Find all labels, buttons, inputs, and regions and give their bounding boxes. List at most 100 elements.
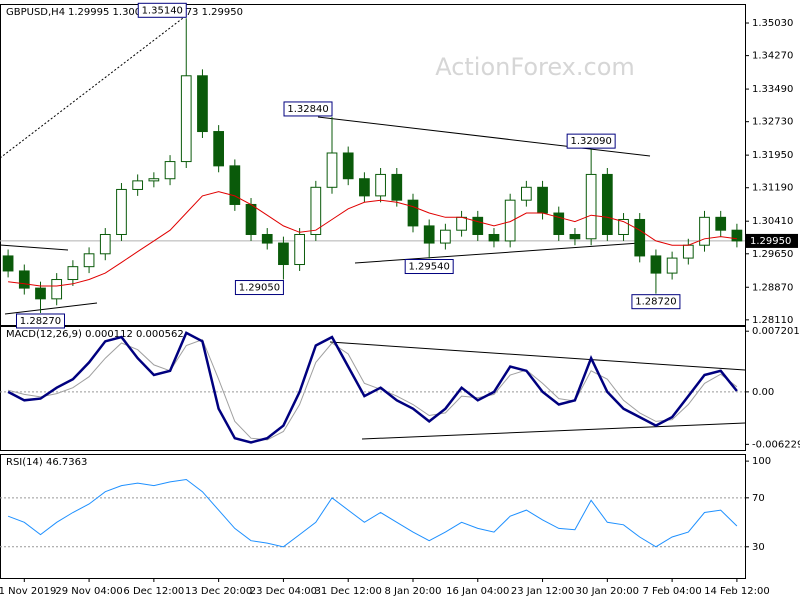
indicator-line <box>7 478 738 548</box>
x-tick-label: 23 Dec 04:00 <box>250 586 317 597</box>
trend-line <box>329 341 746 371</box>
trend-line <box>361 422 746 440</box>
annotation-box <box>15 313 65 329</box>
y-tick-label: 1.30410 <box>752 216 793 227</box>
candle-body <box>278 242 289 266</box>
candle-body <box>180 75 192 163</box>
trend-line <box>317 116 651 157</box>
x-tick-label: 7 Feb 04:00 <box>642 586 701 597</box>
candle-body <box>456 216 467 231</box>
candle-body <box>504 199 516 242</box>
annotation-box <box>631 294 681 310</box>
candle-body <box>245 203 257 235</box>
candle-body <box>99 233 111 255</box>
last-price-box <box>746 233 798 248</box>
candle-body <box>650 255 662 274</box>
y-tick-label: 1.31190 <box>752 183 793 194</box>
rsi-title: RSI(14) 46.7363 <box>6 457 87 468</box>
candle-body <box>359 178 370 197</box>
trend-line <box>4 302 98 315</box>
candle-body <box>585 173 597 240</box>
indicator-line <box>8 191 737 287</box>
annotation-box <box>283 101 333 117</box>
candle-body <box>618 218 629 235</box>
trend-line <box>0 244 69 251</box>
chart-title: GBPUSD,H4 <box>6 7 65 18</box>
candle-body <box>229 165 241 205</box>
candle-body <box>521 186 532 201</box>
rsi-frame <box>0 454 746 579</box>
candle-body <box>310 186 322 235</box>
annotation: 1.35140 <box>142 5 183 16</box>
macd-frame <box>0 326 746 451</box>
annotation: 1.28720 <box>635 297 676 308</box>
x-tick-label: 8 Jan 20:00 <box>385 586 442 597</box>
candle-body <box>666 257 678 274</box>
candle-body <box>213 131 224 167</box>
annotation: 1.32840 <box>287 104 328 115</box>
candle-body <box>35 287 46 300</box>
y-tick-label: 1.28110 <box>752 315 793 326</box>
candle-body <box>407 199 419 227</box>
last-price-label: 1.29950 <box>750 236 791 247</box>
candle-body <box>569 233 581 240</box>
annotation-box <box>234 280 284 296</box>
watermark: ActionForex.com <box>435 53 635 81</box>
x-tick-label: 31 Dec 12:00 <box>315 586 382 597</box>
candle-body <box>342 152 354 180</box>
candle-body <box>67 266 79 281</box>
trend-line <box>354 242 641 264</box>
candle-body <box>326 152 338 188</box>
candle-body <box>731 229 743 242</box>
macd-title: MACD(12,26,9) 0.000112 0.000562 <box>6 329 184 340</box>
annotation-box <box>566 133 616 149</box>
candle-body <box>440 229 451 244</box>
candle-body <box>83 253 95 268</box>
candle-body <box>553 212 565 235</box>
candle-body <box>132 180 144 190</box>
x-tick-label: 6 Dec 12:00 <box>123 586 184 597</box>
y-tick-label: 0.00 <box>752 387 774 398</box>
candle-body <box>2 255 14 272</box>
y-tick-label: -0.006229 <box>752 439 800 450</box>
x-tick-label: 30 Jan 20:00 <box>576 586 639 597</box>
candle-body <box>682 244 694 259</box>
candle-body <box>423 225 435 244</box>
y-tick-label: 1.35030 <box>752 18 793 29</box>
annotation: 1.29540 <box>409 262 450 273</box>
x-tick-label: 21 Nov 2019 <box>0 586 56 597</box>
candle-body <box>375 173 386 197</box>
trend-line <box>0 17 184 159</box>
indicator-line <box>7 331 738 444</box>
candle-body <box>601 173 613 235</box>
x-tick-label: 14 Feb 12:00 <box>704 586 770 597</box>
candle-body <box>148 178 160 182</box>
candle-body <box>391 173 403 201</box>
candle-body <box>51 279 63 300</box>
candle-body <box>294 233 305 266</box>
y-tick-label: 1.31950 <box>752 150 793 161</box>
annotation: 1.32090 <box>570 136 611 147</box>
candle-body <box>116 188 127 235</box>
x-tick-label: 23 Jan 12:00 <box>511 586 574 597</box>
annotation-box <box>137 2 187 18</box>
candle-body <box>715 216 727 231</box>
candle-body <box>164 161 176 180</box>
candle-body <box>634 218 646 257</box>
y-tick-label: 70 <box>752 493 765 504</box>
candle-body <box>472 216 484 235</box>
y-tick-label: 1.28870 <box>752 282 793 293</box>
y-tick-label: 1.33490 <box>752 84 793 95</box>
y-tick-label: 100 <box>752 456 771 467</box>
y-tick-label: 1.32730 <box>752 117 793 128</box>
x-tick-label: 13 Dec 20:00 <box>185 586 252 597</box>
candle-body <box>18 270 30 289</box>
candle-body <box>488 233 500 242</box>
annotation-box <box>404 259 454 275</box>
annotation: 1.28270 <box>20 316 61 327</box>
x-tick-label: 29 Nov 04:00 <box>55 586 122 597</box>
y-tick-label: 0.007201 <box>752 326 800 337</box>
x-tick-label: 16 Jan 04:00 <box>446 586 509 597</box>
candle-body <box>261 233 273 244</box>
